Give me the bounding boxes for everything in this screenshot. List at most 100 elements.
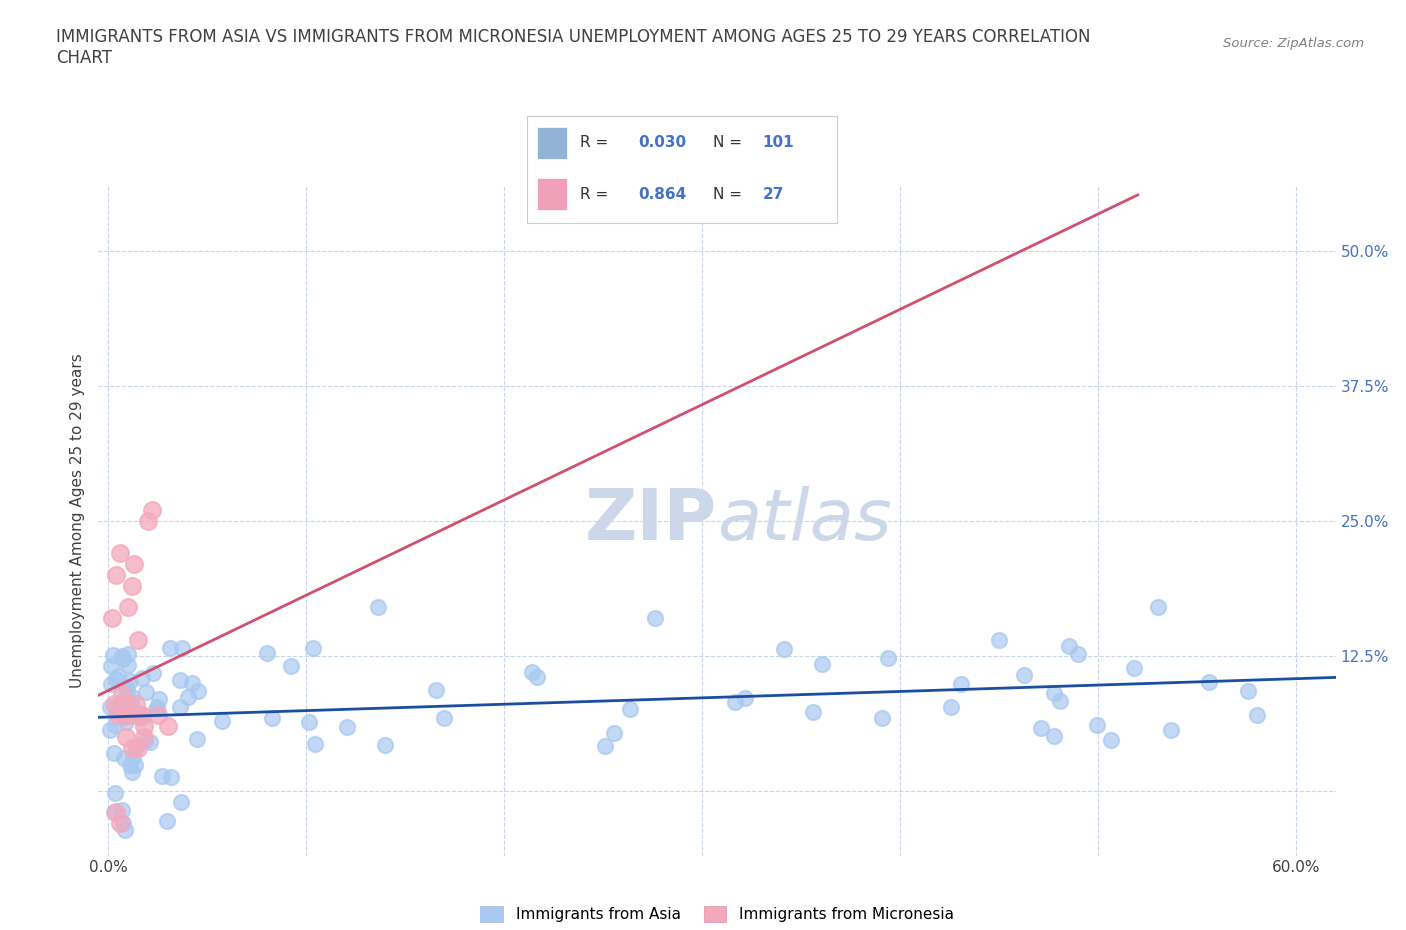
Point [111,816,134,830]
Point [1122,660,1144,675]
Point [811,657,834,671]
Point [98,700,121,715]
Point [160,770,183,785]
Point [187,684,209,698]
Point [156,814,179,829]
Point [135,684,157,699]
Point [118,758,141,773]
Point [1246,708,1268,723]
Point [107,668,129,683]
Bar [537,126,568,159]
Point [433,711,456,725]
Point [211,713,233,728]
Point [172,640,194,655]
Point [593,739,616,754]
Point [117,698,139,713]
Point [111,695,134,710]
Point [1012,668,1035,683]
Point [103,697,125,711]
Text: IMMIGRANTS FROM ASIA VS IMMIGRANTS FROM MICRONESIA UNEMPLOYMENT AMONG AGES 25 TO: IMMIGRANTS FROM ASIA VS IMMIGRANTS FROM … [56,28,1091,67]
Text: N =: N = [713,187,742,202]
Point [101,647,124,662]
Point [117,600,139,615]
Point [120,697,142,711]
Bar [537,179,568,210]
Point [124,740,146,755]
Point [619,702,641,717]
Point [115,714,138,729]
Point [121,578,143,593]
Point [105,671,128,686]
Point [112,751,135,765]
Point [1049,694,1071,709]
Point [134,734,156,749]
Point [148,691,170,706]
Point [169,672,191,687]
Point [129,711,152,725]
Text: 0.030: 0.030 [638,136,686,151]
Point [115,708,138,723]
Point [111,652,134,667]
Point [145,700,167,715]
Point [302,641,325,656]
Point [1160,723,1182,737]
Point [115,683,138,698]
Text: Source: ZipAtlas.com: Source: ZipAtlas.com [1223,37,1364,50]
Point [526,670,548,684]
Point [98,723,121,737]
Point [425,683,447,698]
Point [120,673,142,688]
Point [1031,721,1053,736]
Point [120,708,142,723]
Point [734,691,756,706]
Point [939,699,962,714]
Point [117,658,139,672]
Point [988,633,1011,648]
Point [107,704,129,719]
Point [644,611,666,626]
Point [186,731,208,746]
Point [159,641,181,656]
Point [136,513,159,528]
Point [1236,684,1258,698]
Point [114,823,136,838]
Point [121,689,143,704]
Point [602,725,624,740]
Point [121,740,143,755]
Point [118,706,141,721]
Point [105,805,128,820]
Point [801,704,824,719]
Point [280,659,302,674]
Text: R =: R = [579,187,607,202]
Point [877,651,900,666]
Point [950,676,973,691]
Point [104,786,127,801]
Point [103,746,125,761]
Point [108,816,131,830]
Point [118,696,141,711]
Point [103,805,125,820]
Text: N =: N = [713,136,742,151]
Point [124,757,146,772]
Point [146,701,169,716]
Point [1059,639,1081,654]
Legend: Immigrants from Asia, Immigrants from Micronesia: Immigrants from Asia, Immigrants from Mi… [474,900,960,928]
Point [122,556,145,571]
Point [125,697,148,711]
Point [138,735,160,750]
Point [773,642,796,657]
Point [260,711,283,725]
Point [129,708,152,723]
Point [169,699,191,714]
Point [111,686,134,701]
Point [298,715,321,730]
Point [115,679,138,694]
Point [117,646,139,661]
Point [112,697,135,711]
Point [132,719,155,734]
Point [1066,646,1088,661]
Point [142,666,165,681]
Point [336,720,359,735]
Point [256,646,278,661]
Text: R =: R = [579,136,607,151]
